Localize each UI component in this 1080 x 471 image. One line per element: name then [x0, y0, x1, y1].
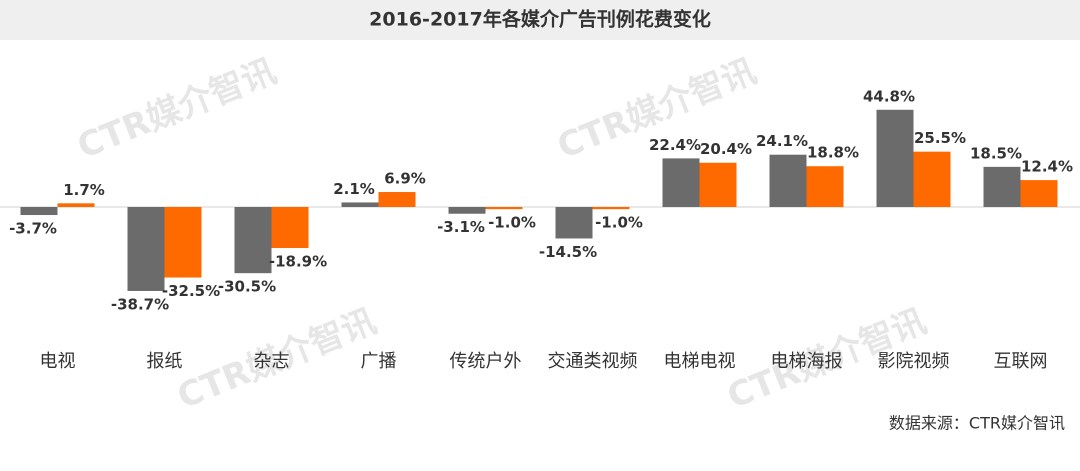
bar	[592, 207, 630, 210]
data-label: 24.1%	[756, 132, 808, 150]
data-label: -3.1%	[437, 218, 485, 236]
x-tick-label: 电梯电视	[664, 351, 736, 372]
bar	[448, 207, 486, 214]
data-label: 6.9%	[384, 170, 426, 188]
x-tick-label: 电视	[40, 351, 76, 372]
bar	[271, 207, 309, 249]
data-label: 1.7%	[63, 181, 105, 199]
x-tick-label: 电梯海报	[771, 351, 843, 372]
data-label: 18.8%	[807, 144, 859, 162]
data-label: 20.4%	[700, 140, 752, 158]
source-note: 数据来源：CTR媒介智讯	[889, 414, 1065, 433]
bar	[983, 166, 1021, 207]
chart-title: 2016-2017年各媒介广告刊例花费变化	[369, 8, 711, 31]
data-label: -14.5%	[539, 243, 597, 261]
bar	[1020, 180, 1058, 207]
x-tick-label: 传统户外	[450, 351, 522, 372]
x-tick-label: 报纸	[147, 351, 183, 372]
data-label: 22.4%	[649, 136, 701, 154]
bar	[341, 202, 379, 207]
bar	[57, 203, 95, 207]
bar	[378, 192, 416, 207]
data-label: -3.7%	[9, 220, 57, 238]
data-label: -38.7%	[111, 295, 169, 313]
bar	[20, 207, 58, 216]
bar	[769, 154, 807, 207]
data-label: 18.5%	[970, 144, 1022, 162]
data-label: -30.5%	[218, 278, 276, 296]
x-tick-label: 交通类视频	[548, 351, 638, 372]
data-label: -1.0%	[595, 214, 643, 232]
data-label: -1.0%	[488, 214, 536, 232]
data-label: 25.5%	[914, 129, 966, 147]
bar	[234, 207, 272, 274]
x-tick-label: 广播	[361, 351, 397, 372]
bar	[806, 166, 844, 207]
data-label: -18.9%	[269, 253, 327, 271]
data-label: 12.4%	[1021, 158, 1073, 176]
data-label: 2.1%	[333, 180, 375, 198]
watermark: CTR媒介智讯	[72, 51, 282, 167]
bar	[876, 109, 914, 207]
bar	[485, 207, 523, 210]
bar	[127, 207, 165, 291]
data-label: 44.8%	[863, 87, 915, 105]
data-label: -32.5%	[162, 282, 220, 300]
x-tick-label: 影院视频	[878, 351, 950, 372]
x-tick-label: 互联网	[994, 351, 1048, 372]
bar	[555, 207, 593, 239]
bar	[913, 151, 951, 207]
title-bar	[0, 0, 1080, 40]
bar	[164, 207, 202, 278]
bar	[699, 162, 737, 207]
bar	[662, 158, 700, 207]
x-tick-label: 杂志	[254, 351, 290, 372]
